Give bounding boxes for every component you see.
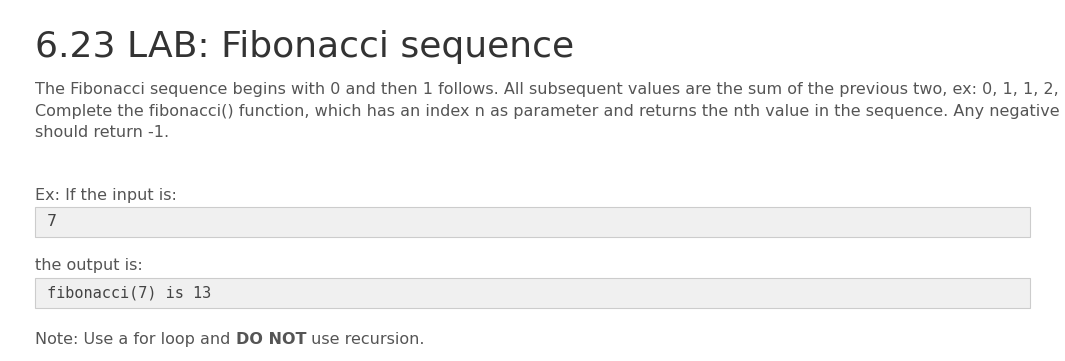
FancyBboxPatch shape xyxy=(35,207,1030,237)
Text: 7: 7 xyxy=(47,214,58,230)
Text: The Fibonacci sequence begins with 0 and then 1 follows. All subsequent values a: The Fibonacci sequence begins with 0 and… xyxy=(35,82,1065,140)
Text: Note: Use a for loop and: Note: Use a for loop and xyxy=(35,332,235,347)
Text: the output is:: the output is: xyxy=(35,258,143,273)
FancyBboxPatch shape xyxy=(35,278,1030,308)
Text: fibonacci(7) is 13: fibonacci(7) is 13 xyxy=(47,286,211,300)
Text: DO NOT: DO NOT xyxy=(235,332,306,347)
Text: Ex: If the input is:: Ex: If the input is: xyxy=(35,188,177,203)
Text: 6.23 LAB: Fibonacci sequence: 6.23 LAB: Fibonacci sequence xyxy=(35,30,574,64)
Text: use recursion.: use recursion. xyxy=(306,332,425,347)
